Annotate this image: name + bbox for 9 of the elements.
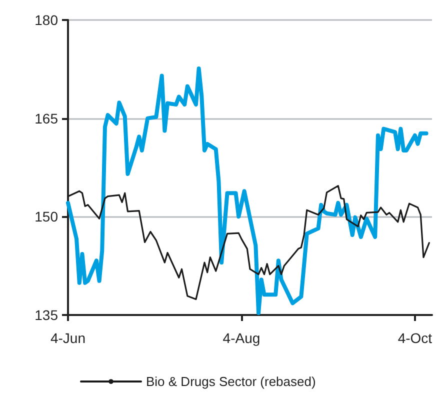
y-tick-label: 135 xyxy=(34,307,58,323)
x-tick-label: 4-Oct xyxy=(398,330,432,346)
x-tick-label: 4-Aug xyxy=(222,330,260,346)
y-tick-label: 150 xyxy=(34,208,58,225)
legend-label: Bio & Drugs Sector (rebased) xyxy=(146,374,316,389)
line-series xyxy=(66,66,428,316)
x-tick-label: 4-Jun xyxy=(50,330,86,346)
y-tick-label: 180 xyxy=(34,12,58,28)
y-tick-label: 165 xyxy=(34,110,58,126)
